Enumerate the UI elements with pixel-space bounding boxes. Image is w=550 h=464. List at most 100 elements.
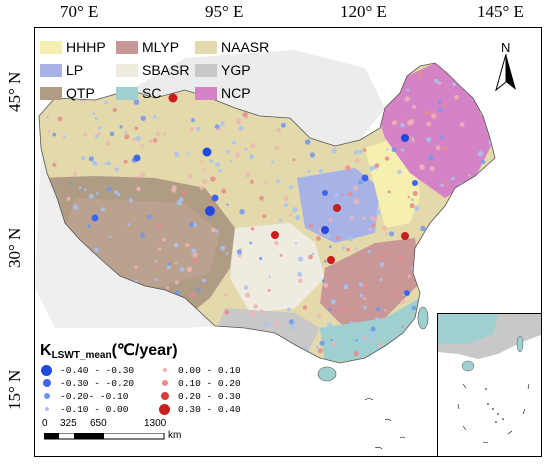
lake-point bbox=[428, 155, 434, 161]
lake-point bbox=[219, 124, 222, 127]
trend-class-7: 0.30 - 0.40 bbox=[159, 403, 241, 415]
lake-point bbox=[166, 286, 170, 290]
lake-point bbox=[424, 110, 431, 116]
trend-dot-5 bbox=[161, 380, 168, 386]
lake-point bbox=[404, 96, 410, 102]
lake-point-strong bbox=[205, 206, 215, 216]
taiwan-island bbox=[417, 306, 429, 330]
swatch-naasr bbox=[195, 40, 217, 54]
lake-point bbox=[104, 100, 108, 105]
lake-point-strong bbox=[322, 190, 328, 196]
lake-point bbox=[66, 196, 71, 201]
lake-point-strong bbox=[404, 290, 410, 296]
lake-point bbox=[46, 116, 50, 119]
lake-point bbox=[343, 284, 349, 290]
lake-point bbox=[297, 271, 303, 277]
lake-point bbox=[83, 188, 87, 191]
lake-point bbox=[324, 260, 327, 263]
lake-point bbox=[154, 278, 158, 282]
lake-point bbox=[174, 280, 179, 285]
lake-point bbox=[262, 214, 267, 219]
lake-point bbox=[331, 148, 337, 154]
lake-point bbox=[95, 192, 99, 195]
inset-nine-dash bbox=[457, 383, 530, 444]
lake-point bbox=[290, 324, 296, 330]
lake-point bbox=[420, 225, 426, 232]
lake-point bbox=[355, 247, 358, 250]
lake-point bbox=[346, 247, 351, 252]
region-sbasr-area bbox=[230, 223, 325, 313]
lake-point bbox=[215, 162, 221, 168]
lake-point bbox=[451, 176, 455, 181]
scale-label-0: 0 bbox=[42, 418, 48, 429]
lake-point bbox=[375, 317, 379, 321]
trend-title-sub: LSWT_mean bbox=[51, 350, 112, 361]
lake-point bbox=[133, 99, 140, 105]
lake-point bbox=[109, 131, 115, 137]
lake-point bbox=[433, 78, 439, 84]
lake-point bbox=[155, 131, 161, 136]
lake-point bbox=[398, 255, 404, 260]
lake-point bbox=[330, 338, 333, 342]
lake-point bbox=[235, 118, 242, 125]
lake-point bbox=[229, 159, 233, 162]
lake-point bbox=[326, 233, 331, 238]
lake-point bbox=[209, 159, 214, 163]
swatch-sc bbox=[116, 86, 138, 100]
lake-point bbox=[173, 151, 180, 157]
trend-dot-4 bbox=[162, 368, 167, 372]
trend-class-5: 0.10 - 0.20 bbox=[160, 377, 241, 389]
lake-point bbox=[174, 261, 178, 265]
lake-point bbox=[201, 278, 206, 283]
lake-point bbox=[189, 292, 195, 299]
trend-title-unit: (℃/year) bbox=[111, 342, 178, 359]
lake-point bbox=[308, 254, 313, 260]
lake-point bbox=[329, 245, 332, 249]
legend-label-sc: SC bbox=[142, 85, 162, 101]
lake-point-strong bbox=[211, 194, 219, 202]
lake-point bbox=[104, 162, 107, 165]
lake-point bbox=[171, 187, 177, 193]
lake-point bbox=[317, 314, 322, 319]
lake-point bbox=[276, 127, 281, 133]
lake-point bbox=[268, 275, 271, 278]
lake-point bbox=[348, 236, 354, 242]
lake-point bbox=[480, 159, 486, 164]
lake-point bbox=[349, 290, 354, 294]
lake-point bbox=[175, 290, 180, 295]
trend-label-5: 0.10 - 0.20 bbox=[178, 377, 241, 389]
lake-point bbox=[379, 278, 383, 282]
lake-point bbox=[237, 253, 242, 258]
lake-point bbox=[146, 214, 152, 220]
trend-label-1: -0.30 - -0.20 bbox=[60, 377, 135, 389]
relief-mongolia bbox=[130, 50, 385, 146]
lake-point bbox=[406, 88, 410, 92]
lake-point bbox=[52, 162, 57, 167]
scale-label-650: 650 bbox=[90, 418, 107, 429]
lake-point bbox=[259, 256, 263, 261]
lake-point bbox=[288, 319, 295, 325]
lake-point bbox=[191, 118, 195, 123]
lake-point bbox=[191, 248, 196, 254]
lat-tick-30: 30° N bbox=[5, 227, 24, 268]
trend-dot-1 bbox=[42, 379, 51, 387]
lake-point bbox=[410, 198, 414, 202]
lake-point bbox=[353, 198, 360, 205]
lake-point bbox=[214, 124, 220, 129]
lake-point bbox=[250, 143, 256, 148]
swatch-qtp bbox=[40, 86, 62, 100]
lake-point bbox=[283, 202, 288, 208]
lake-point bbox=[156, 224, 162, 230]
lake-point bbox=[363, 297, 366, 301]
lake-point bbox=[384, 309, 387, 312]
lake-point bbox=[297, 256, 304, 262]
lake-point bbox=[342, 338, 346, 343]
lake-point bbox=[267, 289, 271, 292]
lake-point bbox=[82, 132, 88, 137]
lake-point bbox=[92, 160, 98, 166]
lake-point bbox=[355, 332, 359, 337]
legend-item-sc: SC bbox=[116, 85, 161, 101]
lake-point bbox=[328, 308, 332, 312]
lon-tick-70: 70° E bbox=[60, 2, 99, 21]
lake-point bbox=[224, 309, 230, 315]
